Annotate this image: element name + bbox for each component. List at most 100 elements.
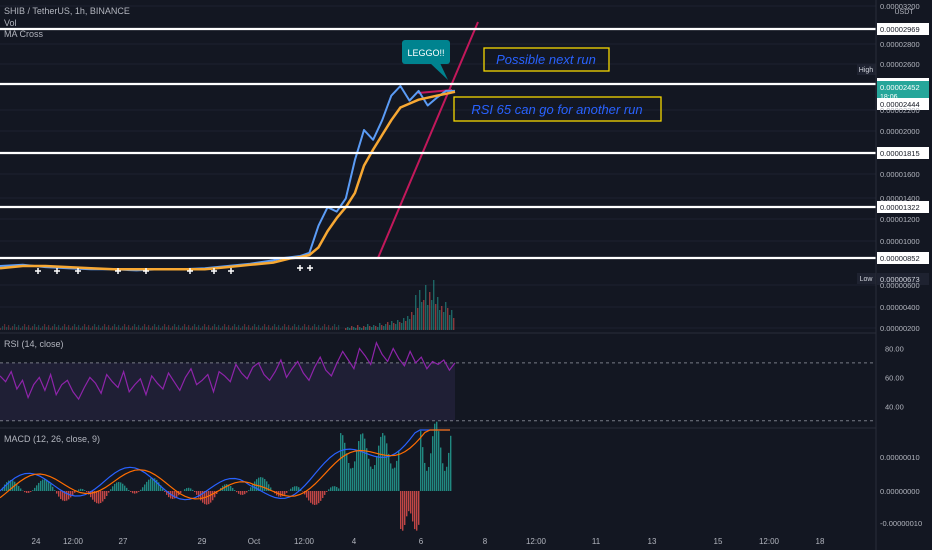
macd-histogram-bar: [326, 491, 328, 492]
time-tick-label: 24: [32, 537, 41, 546]
macd-histogram-bar: [26, 491, 28, 493]
volume-bar: [397, 320, 399, 330]
time-tick-label: 12:00: [759, 537, 780, 546]
volume-bar: [58, 325, 60, 330]
macd-histogram-bar: [104, 491, 106, 500]
volume-bar: [186, 327, 188, 330]
volume-bar: [196, 327, 198, 330]
macd-histogram-bar: [350, 468, 352, 491]
macd-histogram-bar: [208, 491, 210, 505]
volume-bar: [286, 327, 288, 330]
volume-bar: [100, 328, 102, 330]
volume-bar: [383, 326, 385, 330]
volume-bar: [254, 324, 256, 330]
volume-bar: [389, 325, 391, 330]
macd-histogram-bar: [72, 491, 74, 496]
macd-histogram-bar: [188, 487, 190, 491]
low-tag-bg: [857, 273, 876, 284]
macd-histogram-bar: [398, 450, 400, 491]
leggo-callout[interactable]: LEGGO!!: [402, 40, 450, 80]
volume-bar: [270, 328, 272, 330]
volume-bar: [399, 322, 401, 330]
macd-histogram-bar: [400, 491, 402, 530]
volume-bar: [124, 324, 126, 330]
volume-bar: [431, 300, 433, 330]
macd-histogram-bar: [440, 447, 442, 491]
volume-bar: [441, 306, 443, 330]
macd-histogram-bar: [150, 478, 152, 491]
macd-histogram-bar: [36, 485, 38, 491]
macd-histogram-bar: [54, 490, 56, 491]
macd-histogram-bar: [198, 491, 200, 498]
ma-fast-line: [0, 85, 455, 272]
volume-bar: [288, 325, 290, 330]
ma-cross-marker: [228, 268, 234, 274]
time-tick-label: 4: [352, 537, 357, 546]
volume-bar: [140, 328, 142, 330]
volume-bar: [407, 316, 409, 330]
volume-bar: [240, 328, 242, 330]
rsi-note[interactable]: RSI 65 can go for another run: [453, 96, 662, 122]
volume-bar: [387, 322, 389, 330]
macd-histogram-bar: [194, 491, 196, 493]
volume-bar: [148, 325, 150, 330]
time-tick-label: 6: [419, 537, 424, 546]
macd-histogram-bar: [126, 487, 128, 491]
volume-bar: [212, 326, 214, 330]
volume-bar: [236, 327, 238, 330]
macd-histogram-bar: [50, 483, 52, 491]
macd-histogram-bar: [376, 456, 378, 491]
price-tick-label: 0.00003200: [880, 2, 920, 11]
volume-bar: [421, 302, 423, 330]
volume-bar: [20, 328, 22, 330]
macd-histogram-bar: [60, 491, 62, 499]
macd-panel[interactable]: 0.00000010 0.00000000 -0.00000010: [0, 421, 922, 531]
volume-bar: [162, 326, 164, 330]
volume-bar: [427, 305, 429, 330]
time-axis[interactable]: 24 12:00 27 29 Oct 12:00 4 6 8 12:00 11 13 15 12:00 18: [32, 537, 825, 546]
macd-histogram-bar: [18, 486, 20, 491]
volume-bar: [330, 328, 332, 330]
macd-histogram-bar: [142, 487, 144, 491]
volume-bar: [62, 326, 64, 330]
rsi-panel[interactable]: 80.00 60.00 40.00: [0, 340, 904, 422]
volume-bar: [210, 328, 212, 330]
macd-histogram-bar: [52, 486, 54, 491]
volume-bar: [355, 328, 357, 330]
macd-histogram-bar: [318, 491, 320, 504]
macd-histogram-bar: [140, 489, 142, 491]
volume-bar: [26, 327, 28, 330]
macd-histogram-bar: [162, 488, 164, 491]
volume-bar: [130, 328, 132, 330]
price-tick-label: 0.00001600: [880, 170, 920, 179]
volume-bar: [142, 326, 144, 330]
macd-histogram-bar: [34, 487, 36, 491]
volume-bar: [56, 327, 58, 330]
macd-histogram-bar: [362, 433, 364, 491]
volume-bar: [252, 326, 254, 330]
macd-histogram-bar: [24, 491, 26, 493]
volume-bar: [214, 324, 216, 330]
horizontal-levels[interactable]: 0.000029690.00002520High0.000018150.0000…: [0, 23, 929, 285]
price-tick-label: 0.00001400: [880, 194, 920, 203]
volume-bar: [2, 326, 4, 330]
ma-cross-marker: [75, 268, 81, 274]
volume-bar: [322, 326, 324, 330]
leggo-text: LEGGO!!: [407, 48, 444, 58]
volume-bar: [6, 327, 8, 330]
rsi-title: RSI (14, close): [4, 339, 64, 349]
volume-bar: [385, 324, 387, 330]
macd-histogram-bar: [164, 491, 166, 492]
macd-histogram-bar: [10, 479, 12, 491]
macd-histogram-bar: [20, 488, 22, 491]
volume-bar: [359, 327, 361, 330]
macd-histogram-bar: [330, 487, 332, 491]
macd-histogram-bar: [236, 491, 238, 493]
volume-bar: [24, 324, 26, 330]
next-run-note[interactable]: Possible next run: [483, 47, 610, 72]
volume-bar: [22, 326, 24, 330]
macd-histogram-bar: [28, 491, 30, 493]
macd-histogram-bar: [110, 489, 112, 491]
